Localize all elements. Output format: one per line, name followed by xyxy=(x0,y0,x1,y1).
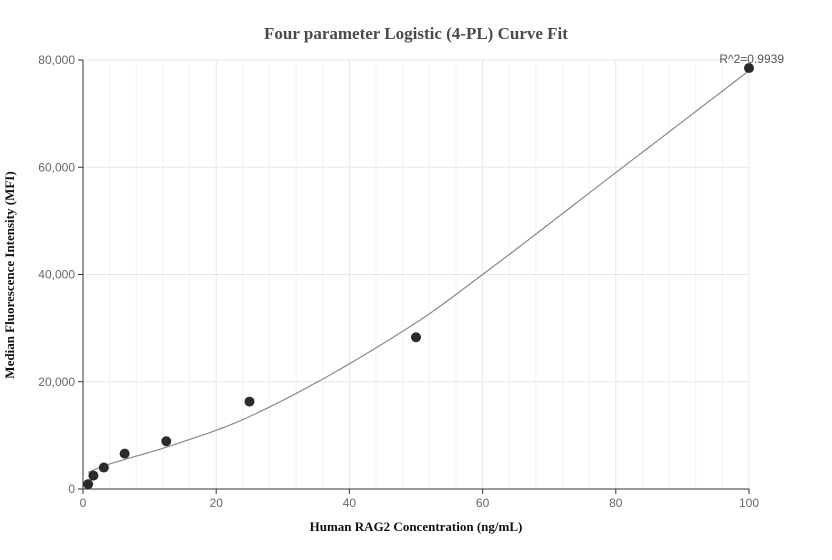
x-tick-label: 40 xyxy=(343,496,357,510)
curve-layer xyxy=(87,70,750,473)
data-point xyxy=(119,448,130,459)
y-tick-label: 0 xyxy=(68,482,75,496)
chart-title: Four parameter Logistic (4-PL) Curve Fit xyxy=(264,24,568,43)
x-axis-title: Human RAG2 Concentration (ng/mL) xyxy=(310,519,523,534)
point-layer xyxy=(83,63,754,490)
data-point xyxy=(161,436,172,447)
r-squared-annotation: R^2=0.9939 xyxy=(719,52,784,66)
y-tick-label: 60,000 xyxy=(38,160,75,174)
data-point xyxy=(411,332,421,343)
x-tick-label: 0 xyxy=(80,496,87,510)
y-axis-title: Median Fluorescence Intensity (MFI) xyxy=(2,171,17,378)
data-point xyxy=(83,479,94,490)
x-tick-label: 60 xyxy=(476,496,490,510)
fit-curve xyxy=(87,70,750,473)
x-tick-label: 100 xyxy=(739,496,759,510)
data-point xyxy=(98,462,109,473)
data-point xyxy=(244,396,255,407)
y-tick-label: 40,000 xyxy=(38,268,75,282)
axis-layer: 0 20 40 60 80 100 0 20,000 40,000 60,000 80,000 xyxy=(38,53,759,510)
x-tick-label: 80 xyxy=(609,496,623,510)
data-point xyxy=(88,470,99,481)
grid-layer xyxy=(83,59,750,489)
y-tick-label: 80,000 xyxy=(38,53,75,67)
x-tick-label: 20 xyxy=(210,496,224,510)
data-point xyxy=(744,63,754,74)
y-tick-label: 20,000 xyxy=(38,375,75,389)
